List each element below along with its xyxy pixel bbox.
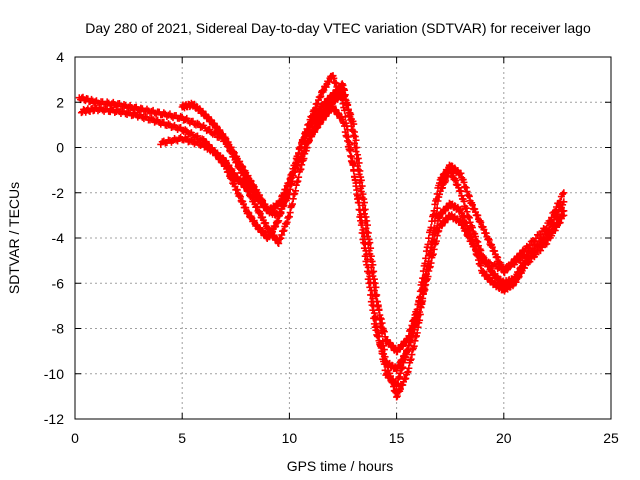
- data-point: [360, 210, 368, 218]
- data-point: [533, 241, 541, 249]
- data-point: [367, 291, 375, 299]
- data-point: [364, 240, 372, 248]
- y-tick-label: 4: [56, 49, 64, 65]
- x-tick-label: 0: [71, 430, 79, 446]
- data-point: [120, 100, 128, 108]
- data-point: [341, 122, 349, 130]
- data-point: [433, 204, 441, 212]
- data-point: [560, 198, 568, 206]
- data-point: [366, 283, 374, 291]
- data-point: [523, 252, 531, 260]
- data-point: [360, 244, 368, 252]
- data-point: [500, 267, 508, 275]
- data-point: [181, 134, 189, 142]
- data-point: [560, 189, 568, 197]
- data-point: [356, 178, 364, 186]
- data-point: [369, 272, 377, 280]
- x-tick-label: 25: [603, 430, 619, 446]
- data-point: [355, 205, 363, 213]
- data-point: [543, 240, 551, 248]
- x-axis-label: GPS time / hours: [287, 458, 394, 474]
- data-point: [210, 129, 218, 137]
- x-tick-label: 15: [389, 430, 405, 446]
- data-point: [369, 306, 377, 314]
- data-point: [364, 232, 372, 240]
- y-tick-label: -8: [52, 321, 65, 337]
- data-point: [537, 247, 545, 255]
- data-point: [526, 258, 534, 266]
- data-point: [524, 259, 532, 267]
- data-point: [358, 229, 366, 237]
- data-point: [350, 131, 358, 139]
- x-tick-label: 5: [178, 430, 186, 446]
- data-point: [556, 219, 564, 227]
- y-tick-label: -12: [44, 411, 64, 427]
- data-point: [355, 170, 363, 178]
- data-point: [559, 190, 567, 198]
- data-point: [160, 109, 168, 117]
- data-point: [551, 227, 559, 235]
- data-point: [347, 116, 355, 124]
- data-point: [560, 211, 568, 219]
- data-point: [540, 234, 548, 242]
- chart-data-points: [75, 72, 568, 401]
- data-point: [353, 155, 361, 163]
- y-tick-label: -10: [44, 366, 64, 382]
- data-point: [550, 216, 558, 224]
- x-tick-label: 10: [282, 430, 298, 446]
- data-point: [538, 235, 546, 243]
- x-tick-label: 20: [496, 430, 512, 446]
- y-tick-label: -6: [52, 275, 65, 291]
- data-point: [367, 256, 375, 264]
- data-point: [177, 112, 185, 120]
- data-point: [350, 167, 358, 175]
- data-point: [372, 283, 380, 291]
- chart-title: Day 280 of 2021, Sidereal Day-to-day VTE…: [85, 20, 591, 36]
- y-tick-label: -4: [52, 230, 65, 246]
- data-point: [357, 221, 365, 229]
- data-point: [364, 221, 372, 229]
- data-point: [349, 161, 357, 169]
- data-point: [352, 182, 360, 190]
- data-point: [552, 223, 560, 231]
- data-point: [206, 126, 214, 134]
- y-tick-label: -2: [52, 185, 65, 201]
- data-point: [364, 267, 372, 275]
- data-point: [363, 261, 371, 269]
- data-point: [181, 126, 189, 134]
- data-point: [517, 257, 525, 265]
- data-point: [194, 119, 202, 127]
- y-tick-label: 0: [56, 140, 64, 156]
- series-4: [178, 99, 568, 375]
- data-point: [357, 188, 365, 196]
- chart-grid: [75, 57, 611, 419]
- data-point: [354, 199, 362, 207]
- data-point: [549, 220, 557, 228]
- data-point: [164, 120, 172, 128]
- data-point: [352, 148, 360, 156]
- data-point: [504, 264, 512, 272]
- data-point: [532, 251, 540, 259]
- data-point: [548, 232, 556, 240]
- y-axis-label: SDTVAR / TECUs: [6, 182, 22, 294]
- data-point: [545, 226, 553, 234]
- data-point: [358, 193, 366, 201]
- y-tick-label: 2: [56, 94, 64, 110]
- data-point: [554, 210, 562, 218]
